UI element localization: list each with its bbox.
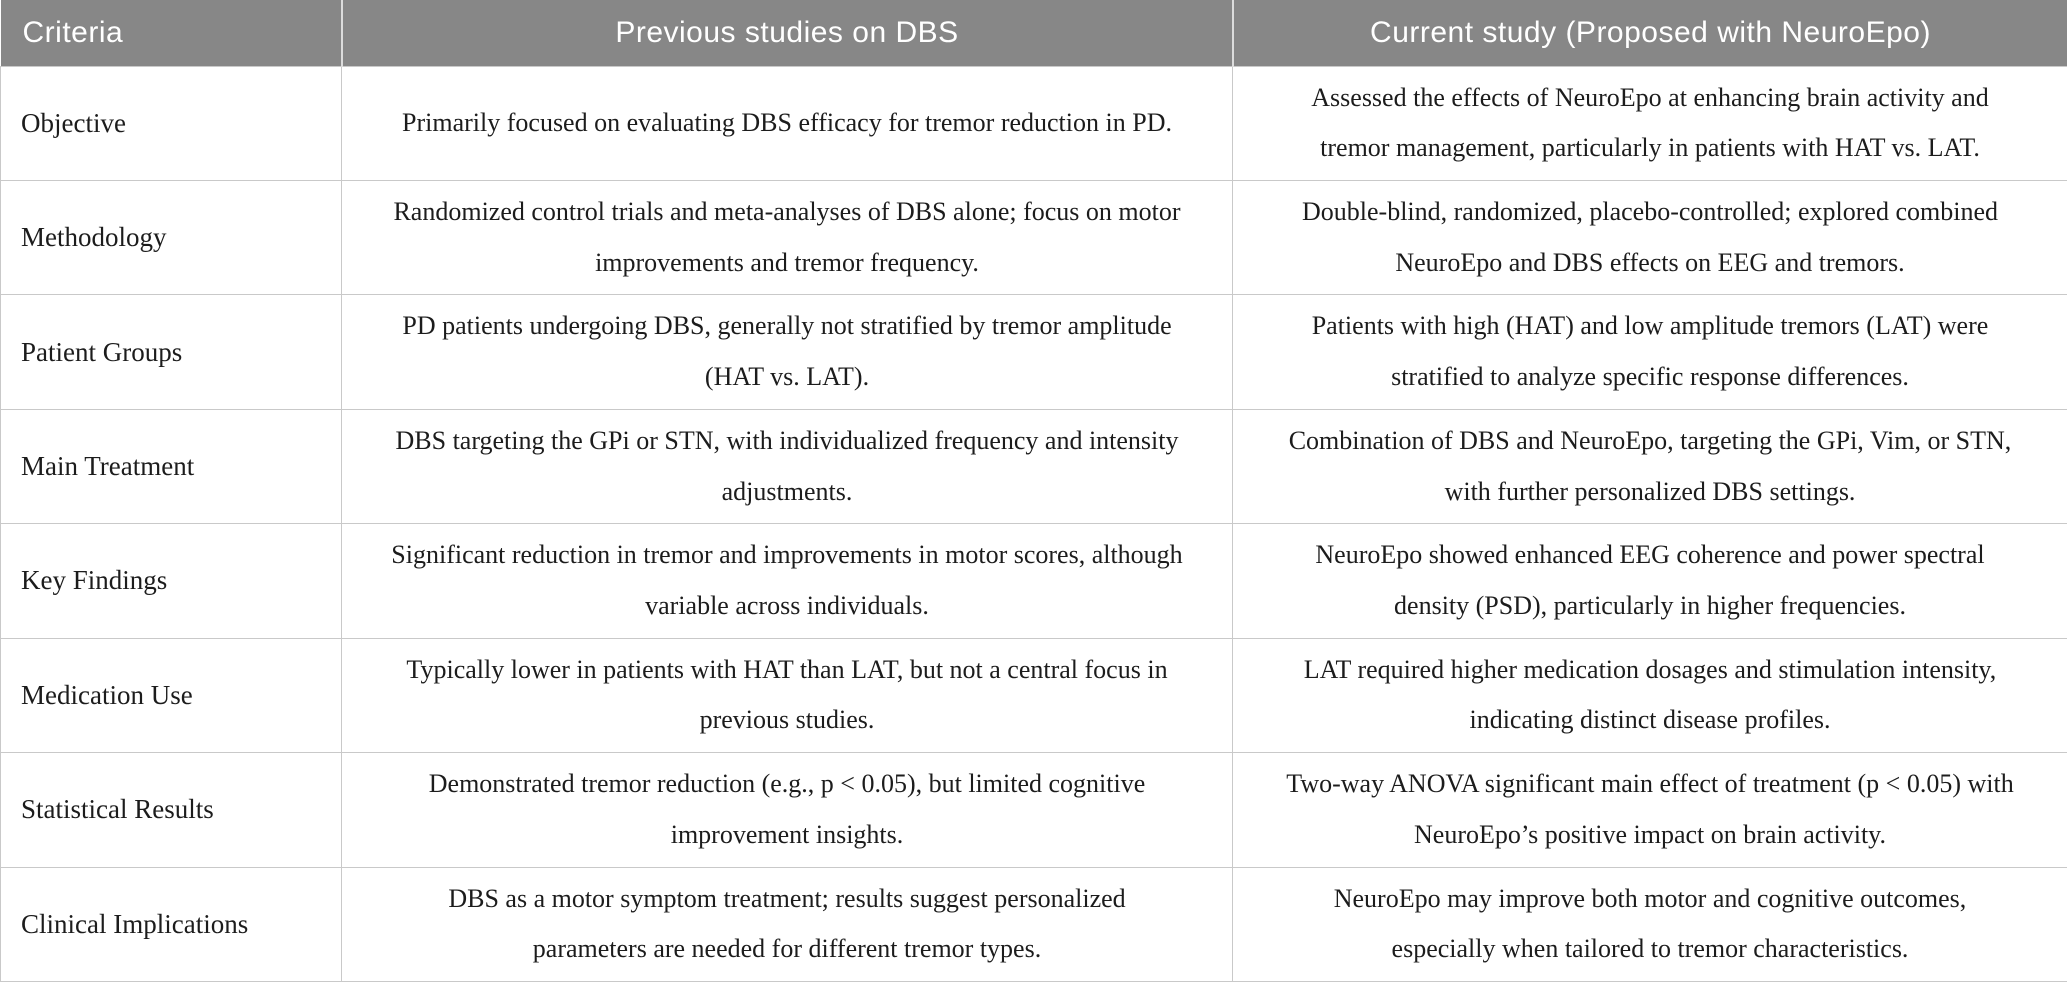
previous-studies-cell: DBS as a motor symptom treatment; result… bbox=[341, 866, 1233, 982]
previous-studies-cell: Primarily focused on evaluating DBS effi… bbox=[341, 65, 1233, 181]
criteria-cell: Methodology bbox=[0, 179, 342, 296]
previous-studies-cell: Typically lower in patients with HAT tha… bbox=[341, 637, 1233, 754]
header-row: Criteria Previous studies on DBS Current… bbox=[0, 0, 2067, 66]
row-methodology: Methodology Randomized control trials an… bbox=[0, 179, 2067, 296]
current-study-cell: LAT required higher medication dosages a… bbox=[1232, 637, 2067, 754]
previous-studies-cell: Significant reduction in tremor and impr… bbox=[341, 523, 1233, 639]
table-body: Objective Primarily focused on evaluatin… bbox=[0, 65, 2067, 982]
criteria-cell: Objective bbox=[0, 65, 342, 181]
table-header: Criteria Previous studies on DBS Current… bbox=[0, 0, 2067, 66]
current-study-cell: Two-way ANOVA significant main effect of… bbox=[1232, 752, 2067, 868]
column-header-criteria: Criteria bbox=[0, 0, 343, 66]
criteria-cell: Statistical Results bbox=[0, 752, 342, 868]
row-objective: Objective Primarily focused on evaluatin… bbox=[0, 65, 2067, 181]
row-patient-groups: Patient Groups PD patients undergoing DB… bbox=[0, 294, 2067, 410]
column-header-previous-studies: Previous studies on DBS bbox=[341, 0, 1234, 66]
row-medication-use: Medication Use Typically lower in patien… bbox=[0, 637, 2067, 754]
criteria-cell: Key Findings bbox=[0, 523, 342, 639]
criteria-cell: Patient Groups bbox=[0, 294, 342, 410]
row-clinical-implications: Clinical Implications DBS as a motor sym… bbox=[0, 866, 2067, 982]
current-study-cell: NeuroEpo showed enhanced EEG coherence a… bbox=[1232, 523, 2067, 639]
current-study-cell: Double-blind, randomized, placebo-contro… bbox=[1232, 179, 2067, 296]
row-key-findings: Key Findings Significant reduction in tr… bbox=[0, 523, 2067, 639]
criteria-cell: Medication Use bbox=[0, 637, 342, 754]
current-study-cell: NeuroEpo may improve both motor and cogn… bbox=[1232, 866, 2067, 982]
row-statistical-results: Statistical Results Demonstrated tremor … bbox=[0, 752, 2067, 868]
previous-studies-cell: PD patients undergoing DBS, generally no… bbox=[341, 294, 1233, 410]
criteria-cell: Main Treatment bbox=[0, 408, 342, 525]
column-header-current-study: Current study (Proposed with NeuroEpo) bbox=[1232, 0, 2067, 66]
criteria-cell: Clinical Implications bbox=[0, 866, 342, 982]
previous-studies-cell: Demonstrated tremor reduction (e.g., p <… bbox=[341, 752, 1233, 868]
current-study-cell: Patients with high (HAT) and low amplitu… bbox=[1232, 294, 2067, 410]
previous-studies-cell: Randomized control trials and meta-analy… bbox=[341, 179, 1233, 296]
current-study-cell: Assessed the effects of NeuroEpo at enha… bbox=[1232, 65, 2067, 181]
current-study-cell: Combination of DBS and NeuroEpo, targeti… bbox=[1232, 408, 2067, 525]
previous-studies-cell: DBS targeting the GPi or STN, with indiv… bbox=[341, 408, 1233, 525]
row-main-treatment: Main Treatment DBS targeting the GPi or … bbox=[0, 408, 2067, 525]
